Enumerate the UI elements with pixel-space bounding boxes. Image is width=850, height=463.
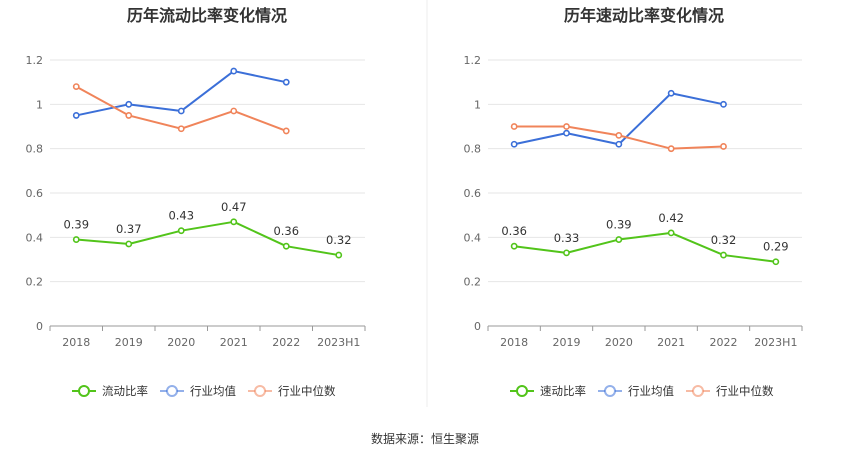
y-tick-label: 1: [36, 98, 43, 111]
data-point[interactable]: [177, 227, 185, 235]
legend-item[interactable]: 速动比率: [510, 384, 586, 398]
data-label: 0.47: [221, 200, 247, 214]
data-point[interactable]: [335, 251, 343, 259]
x-tick-label: 2020: [167, 336, 195, 349]
legend-marker: [516, 385, 528, 397]
y-tick-label: 1.2: [464, 54, 482, 67]
y-tick-label: 1: [474, 98, 481, 111]
legend-item[interactable]: 行业中位数: [686, 384, 774, 398]
y-tick-label: 0.4: [26, 231, 44, 244]
legend-marker: [166, 385, 178, 397]
legend-label: 行业中位数: [278, 384, 336, 398]
legend-label: 速动比率: [540, 384, 586, 398]
x-tick-label: 2022: [272, 336, 300, 349]
data-point[interactable]: [230, 218, 238, 226]
data-label: 0.36: [273, 224, 299, 238]
x-tick-label: 2023H1: [317, 336, 360, 349]
legend-marker: [254, 385, 266, 397]
legend-item[interactable]: 行业中位数: [248, 384, 336, 398]
chart-title: 历年速动比率变化情况: [564, 6, 724, 25]
x-tick-label: 2018: [62, 336, 90, 349]
data-source-note: 数据来源：恒生聚源: [371, 431, 479, 446]
data-label: 0.43: [168, 209, 194, 223]
data-label: 0.32: [711, 233, 737, 247]
data-label: 0.42: [658, 211, 684, 225]
y-tick-label: 0.8: [464, 143, 482, 156]
x-tick-label: 2019: [553, 336, 581, 349]
legend-label: 流动比率: [102, 384, 148, 398]
x-tick-label: 2023H1: [754, 336, 797, 349]
data-label: 0.39: [606, 218, 632, 232]
data-point[interactable]: [282, 127, 290, 135]
data-point[interactable]: [510, 140, 518, 148]
data-label: 0.36: [501, 224, 527, 238]
x-tick-label: 2021: [220, 336, 248, 349]
chart-title: 历年流动比率变化情况: [127, 6, 287, 25]
y-tick-label: 0: [36, 320, 43, 333]
legend-marker: [604, 385, 616, 397]
x-tick-label: 2022: [710, 336, 738, 349]
legend-label: 行业均值: [190, 384, 236, 398]
data-point[interactable]: [125, 240, 133, 248]
data-point[interactable]: [510, 242, 518, 250]
series-line-0: [514, 231, 776, 263]
data-point[interactable]: [125, 112, 133, 119]
data-point[interactable]: [125, 100, 133, 108]
data-point[interactable]: [667, 145, 675, 153]
x-tick-label: 2019: [115, 336, 143, 349]
y-tick-label: 0.2: [464, 276, 482, 289]
quick-ratio-chart: 历年速动比率变化情况 0 0.2 0.4 0.6 0.8 1 1.2 2018 2019 2020 2…: [464, 6, 803, 398]
data-point[interactable]: [282, 242, 290, 250]
series-line-0: [76, 220, 339, 257]
data-point[interactable]: [563, 123, 570, 130]
data-point[interactable]: [177, 107, 185, 115]
data-point[interactable]: [72, 236, 80, 243]
data-point[interactable]: [720, 251, 727, 259]
data-point[interactable]: [177, 125, 185, 133]
data-point[interactable]: [720, 100, 727, 108]
y-tick-label: 1.2: [26, 54, 44, 67]
legend-label: 行业均值: [628, 384, 674, 398]
legend-item[interactable]: 行业均值: [598, 384, 674, 398]
data-point[interactable]: [615, 131, 623, 139]
x-tick-label: 2020: [605, 336, 633, 349]
data-point[interactable]: [720, 143, 727, 150]
legend-item[interactable]: 流动比率: [72, 384, 148, 398]
legend-marker: [78, 385, 90, 397]
data-point[interactable]: [230, 107, 238, 115]
x-tick-label: 2021: [657, 336, 685, 349]
data-point[interactable]: [563, 249, 570, 257]
data-point[interactable]: [615, 236, 623, 243]
data-label: 0.32: [326, 233, 352, 247]
data-point[interactable]: [510, 123, 518, 130]
data-point[interactable]: [667, 229, 675, 237]
data-point[interactable]: [72, 83, 80, 90]
legend-item[interactable]: 行业均值: [160, 384, 236, 398]
y-tick-label: 0.2: [26, 276, 44, 289]
data-label: 0.39: [63, 218, 89, 232]
legend-label: 行业中位数: [716, 384, 774, 398]
y-tick-label: 0.6: [464, 187, 482, 200]
data-label: 0.33: [554, 231, 580, 245]
data-label: 0.29: [763, 240, 789, 254]
data-label: 0.37: [116, 222, 142, 236]
data-point[interactable]: [667, 89, 675, 97]
data-point[interactable]: [72, 112, 80, 119]
data-point[interactable]: [282, 78, 290, 86]
data-point[interactable]: [230, 67, 238, 75]
x-tick-label: 2018: [500, 336, 528, 349]
y-tick-label: 0.8: [26, 143, 44, 156]
y-tick-label: 0.4: [464, 231, 482, 244]
data-point[interactable]: [772, 258, 780, 266]
current-ratio-chart: 历年流动比率变化情况 0 0.2 0.4 0.6 0.8 1 1.2 2018 2019 2020 2…: [26, 6, 366, 398]
data-point[interactable]: [563, 129, 570, 137]
y-tick-label: 0: [474, 320, 481, 333]
legend-marker: [692, 385, 704, 397]
y-tick-label: 0.6: [26, 187, 44, 200]
data-point[interactable]: [615, 140, 623, 148]
